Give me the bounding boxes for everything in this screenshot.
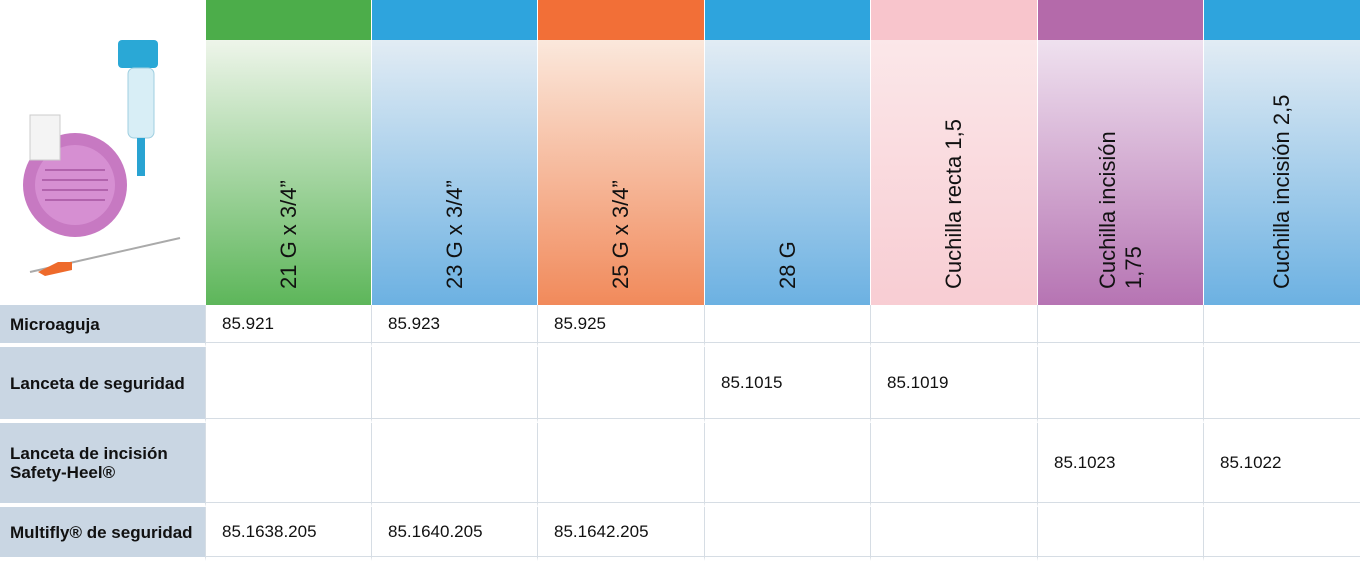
cell: 85.1022 xyxy=(1203,423,1360,507)
column-label: 25 G x 3/4” xyxy=(608,89,634,289)
column-header: 21 G x 3/4” xyxy=(205,0,371,305)
column-header: Cuchilla incisión 1,75 xyxy=(1037,0,1203,305)
cell: 85.1023 xyxy=(1037,423,1203,507)
row-label: Multifly® de seguridad xyxy=(0,507,205,561)
cell xyxy=(870,305,1037,347)
column-label: 23 G x 3/4” xyxy=(442,89,468,289)
column-label: 21 G x 3/4” xyxy=(276,89,302,289)
color-bar xyxy=(871,0,1037,40)
cell xyxy=(205,423,371,507)
color-bar xyxy=(705,0,870,40)
row-label: Lanceta de seguridad xyxy=(0,347,205,423)
column-header: 23 G x 3/4” xyxy=(371,0,537,305)
cell xyxy=(704,423,870,507)
column-header: Cuchilla incisión 2,5 xyxy=(1203,0,1360,305)
cell xyxy=(704,305,870,347)
cell xyxy=(205,347,371,423)
cell xyxy=(870,423,1037,507)
cell xyxy=(1037,507,1203,561)
column-header: 25 G x 3/4” xyxy=(537,0,704,305)
column-header: 28 G xyxy=(704,0,870,305)
lancet-illustration xyxy=(0,0,205,305)
row-label: Microaguja xyxy=(0,305,205,347)
cell: 85.921 xyxy=(205,305,371,347)
cell xyxy=(1203,305,1360,347)
cell xyxy=(537,347,704,423)
column-header: Cuchilla recta 1,5 xyxy=(870,0,1037,305)
cell xyxy=(371,347,537,423)
cell xyxy=(704,507,870,561)
cell xyxy=(1203,347,1360,423)
column-label: Cuchilla recta 1,5 xyxy=(941,89,967,289)
cell xyxy=(537,423,704,507)
cell: 85.923 xyxy=(371,305,537,347)
cell: 85.1642.205 xyxy=(537,507,704,561)
cell xyxy=(870,507,1037,561)
color-bar xyxy=(206,0,371,40)
column-label: Cuchilla incisión 1,75 xyxy=(1095,89,1147,289)
color-bar xyxy=(1204,0,1360,40)
page: 21 G x 3/4” 23 G x 3/4” 25 G x 3/4” 28 G Cuc… xyxy=(0,0,1360,572)
cell: 85.1640.205 xyxy=(371,507,537,561)
color-bar xyxy=(538,0,704,40)
cell xyxy=(1037,305,1203,347)
column-label: Cuchilla incisión 2,5 xyxy=(1269,89,1295,289)
cell xyxy=(1037,347,1203,423)
product-image xyxy=(0,0,205,305)
color-bar xyxy=(372,0,537,40)
color-bar xyxy=(1038,0,1203,40)
column-label: 28 G xyxy=(775,89,801,289)
cell xyxy=(371,423,537,507)
cell: 85.1015 xyxy=(704,347,870,423)
product-table: 21 G x 3/4” 23 G x 3/4” 25 G x 3/4” 28 G Cuc… xyxy=(0,0,1360,572)
row-label: Lanceta de incisión Safety-Heel® xyxy=(0,423,205,507)
cell: 85.925 xyxy=(537,305,704,347)
cell: 85.1019 xyxy=(870,347,1037,423)
cell: 85.1638.205 xyxy=(205,507,371,561)
cell xyxy=(1203,507,1360,561)
